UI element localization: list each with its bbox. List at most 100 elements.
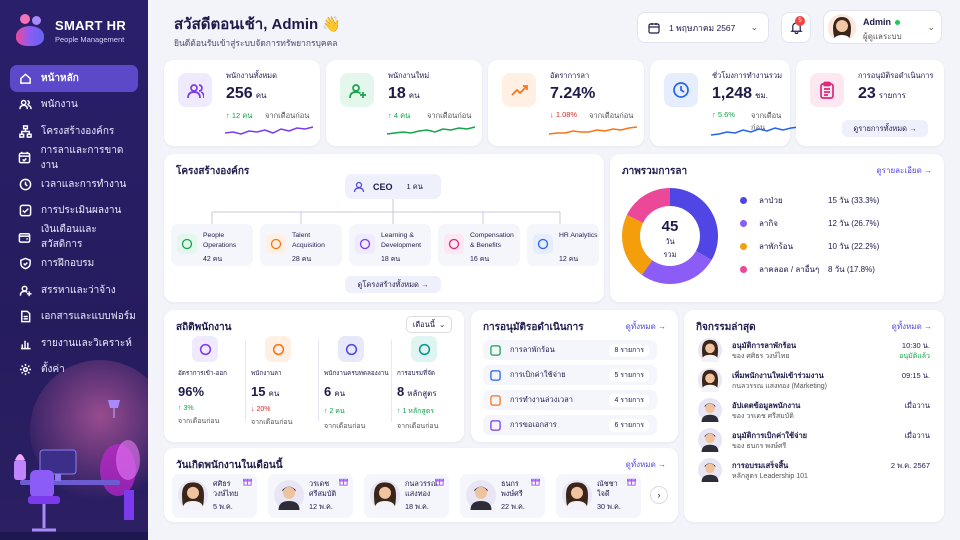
org-node-dept[interactable]: Talent Acquisition 28 คน [260, 224, 342, 266]
stat-card-2: อัตราการลา 7.24% ↓ 1.08% จากเดือนก่อน [488, 60, 644, 146]
stat-compare: จากเดือนก่อน [751, 111, 782, 132]
employee-stat-value: 8 หลักสูตร [397, 384, 469, 400]
stat-unit: คน [255, 91, 267, 100]
donut-slice[interactable] [622, 214, 653, 275]
search-person-icon [266, 234, 286, 254]
clock-icon [664, 73, 698, 107]
sidebar-item-8[interactable]: สรรหาและว่าจ้าง [10, 277, 138, 304]
activity-time: เมื่อวาน [904, 431, 930, 440]
donut-slice[interactable] [626, 188, 670, 223]
document-icon [18, 310, 32, 324]
sidebar-item-9[interactable]: เอกสารและแบบฟอร์ม [10, 304, 138, 331]
activity-time: 10:30 น. [901, 341, 930, 350]
avatar [370, 480, 400, 512]
employee-stat-change: ↑ 1 หลักสูตร [397, 408, 435, 415]
view-org-structure-button[interactable]: ดูโครงสร้างทั้งหมด → [345, 276, 441, 293]
birthdays-title: วันเกิดพนักงานในเดือนนี้ [176, 460, 283, 471]
legend-dot [740, 220, 747, 227]
avatar [466, 480, 496, 512]
approval-item[interactable]: การลาพักร้อน 8 รายการ [483, 340, 657, 360]
stat-unit: รายการ [878, 91, 906, 100]
users-icon [18, 98, 32, 112]
donut-slice[interactable] [670, 188, 718, 260]
notification-button[interactable]: 5 [781, 12, 811, 43]
sidebar-item-11[interactable]: ตั้งค่า [10, 357, 138, 384]
dept-count: 42 คน [203, 256, 223, 263]
approval-count: 8 รายการ [609, 344, 649, 357]
sidebar: SMART HR People Management หน้าหลัก พนักง… [0, 0, 148, 540]
wallet-icon [18, 230, 32, 244]
org-node-dept[interactable]: People Operations 42 คน [171, 224, 253, 266]
employee-stat-value: 96% [178, 384, 250, 399]
birthdays-view-all-link[interactable]: ดูทั้งหมด → [625, 460, 666, 469]
approvals-view-all-link[interactable]: ดูทั้งหมด → [625, 322, 666, 331]
birthday-card[interactable]: ศศิธร วงษ์ไทย 5 พ.ค. [172, 474, 257, 518]
birthday-date: 18 พ.ค. [405, 502, 429, 511]
stat-title: ชั่วโมงการทำงานรวม [712, 71, 783, 80]
sidebar-item-label: เงินเดือนและสวัสดิการ [40, 224, 97, 251]
gift-icon [243, 477, 252, 488]
sidebar-item-5[interactable]: การประเมินผลงาน [10, 198, 138, 225]
employee-stat-number: 96% [178, 384, 205, 399]
employee-stat-unit: คน [334, 389, 346, 398]
sidebar-item-1[interactable]: พนักงาน [10, 92, 138, 119]
sidebar-item-4[interactable]: เวลาและการทำงาน [10, 171, 138, 198]
birthday-date: 5 พ.ค. [213, 502, 233, 511]
legend-label: ลาคลอด / ลาอื่นๆ [759, 265, 820, 274]
sidebar-item-10[interactable]: รายงานและวิเคราะห์ [10, 330, 138, 357]
sidebar-item-6[interactable]: เงินเดือนและสวัสดิการ [10, 224, 138, 251]
ceo-label: CEO [373, 181, 393, 192]
stat-unit: ชม. [755, 91, 768, 100]
birthday-card[interactable]: กนลวรรณ แสงทอง 18 พ.ค. [364, 474, 449, 518]
wallet-icon [444, 234, 464, 254]
birthday-date: 12 พ.ค. [309, 502, 333, 511]
stat-card-1: พนักงานใหม่ 18 คน ↑ 4 คน จากเดือนก่อน [326, 60, 482, 146]
legend-value: 12 วัน (26.7%) [828, 219, 880, 228]
org-node-ceo[interactable]: CEO 1 คน [345, 174, 441, 199]
activity-item[interactable]: อนุมัติการเบิกค่าใช้จ่าย ของ ธนกร พงษ์ศรี… [698, 428, 930, 454]
sidebar-item-label: เวลาและการทำงาน [41, 178, 127, 190]
birthday-card[interactable]: ณัชชา ใจดี 30 พ.ค. [556, 474, 641, 518]
activity-item[interactable]: เพิ่มพนักงานใหม่เข้าร่วมงาน กนลวรรณ แสงทอ… [698, 368, 930, 394]
sidebar-nav: หน้าหลัก พนักงาน โครงสร้างองค์กร การลาและกา… [10, 65, 138, 383]
org-node-dept[interactable]: Learning & Development 18 คน [349, 224, 431, 266]
clock-icon [489, 394, 501, 406]
next-arrow-button[interactable]: › [650, 486, 668, 504]
approval-item[interactable]: การขอเอกสาร 6 รายการ [483, 415, 657, 435]
birthday-card[interactable]: วรเดช ศรีสมบัติ 12 พ.ค. [268, 474, 353, 518]
receipt-icon [489, 369, 501, 381]
birthday-name: กนลวรรณ แสงทอง [405, 479, 438, 498]
stat-title: อัตราการลา [550, 71, 590, 80]
org-node-dept[interactable]: HR Analytics 12 คน [527, 224, 599, 266]
period-select[interactable]: เดือนนี้ ⌄ [406, 316, 452, 333]
trend-icon [502, 73, 536, 107]
stat-compare: จากเดือนก่อน [265, 111, 310, 120]
birthday-card[interactable]: ธนกร พงษ์ศรี 22 พ.ค. [460, 474, 545, 518]
sidebar-item-3[interactable]: การลาและการขาดงาน [10, 145, 138, 172]
sidebar-item-7[interactable]: การฝึกอบรม [10, 251, 138, 278]
sidebar-item-0[interactable]: หน้าหลัก [10, 65, 138, 92]
approval-item[interactable]: การเบิกค่าใช้จ่าย 5 รายการ [483, 365, 657, 385]
view-all-approvals-button[interactable]: ดูรายการทั้งหมด → [842, 120, 928, 137]
leave-details-link[interactable]: ดูรายละเอียด → [876, 166, 932, 175]
date-picker[interactable]: 1 พฤษภาคม 2567 ⌄ [637, 12, 769, 43]
activity-subtitle: ของ ศศิธร วงษ์ไทย [732, 353, 790, 360]
employee-stat-change: ↑ 3% [178, 405, 194, 412]
donut-slice[interactable] [641, 251, 712, 284]
checkbox-icon [18, 204, 32, 218]
greeting-title: สวัสดีตอนเช้า, Admin 👋 [174, 16, 342, 33]
sidebar-item-2[interactable]: โครงสร้างองค์กร [10, 118, 138, 145]
activity-view-all-link[interactable]: ดูทั้งหมด → [891, 322, 932, 331]
stat-value: 23 รายการ [858, 85, 906, 103]
activity-item[interactable]: อนุมัติการลาพักร้อน ของ ศศิธร วงษ์ไทย 10:3… [698, 338, 930, 364]
gear-icon [18, 363, 32, 377]
stat-title: พนักงานทั้งหมด [226, 71, 277, 80]
stat-value: 1,248 ชม. [712, 85, 768, 103]
activity-item[interactable]: อัปเดตข้อมูลพนักงาน ของ วรเดช ศรีสมบัติ เม… [698, 398, 930, 424]
user-menu[interactable]: Admin ผู้ดูแลระบบ ⌄ [823, 10, 942, 44]
org-node-dept[interactable]: Compensation & Benefits 16 คน [438, 224, 520, 266]
activity-time: 2 พ.ค. 2567 [890, 461, 930, 470]
activity-item[interactable]: การอบรมเสร็จสิ้น หลักสูตร Leadership 101 2… [698, 458, 930, 484]
org-chart-icon [18, 124, 32, 138]
approval-item[interactable]: การทำงานล่วงเวลา 4 รายการ [483, 390, 657, 410]
